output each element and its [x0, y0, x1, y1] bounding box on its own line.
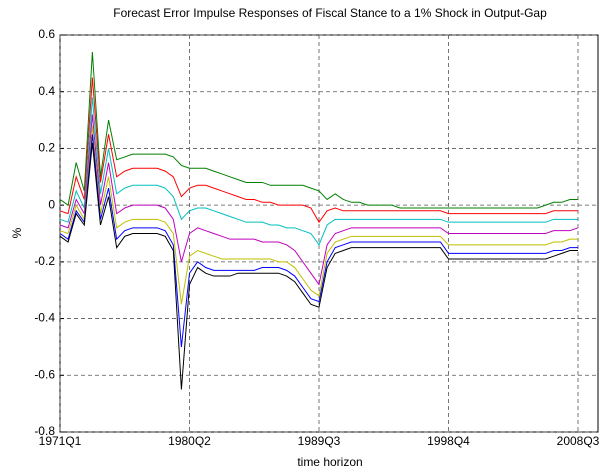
y-tick-label: -0.4	[34, 311, 55, 325]
y-tick-label: -0.2	[34, 254, 55, 268]
series-line	[59, 125, 578, 305]
x-tick-label: 1980Q2	[168, 434, 211, 448]
x-tick-label: 1998Q4	[427, 434, 470, 448]
x-axis-label: time horizon	[297, 455, 362, 469]
y-axis-label: %	[10, 227, 24, 238]
y-tick-label: -0.8	[34, 424, 55, 438]
series-line	[59, 134, 578, 347]
x-tick-label: 1989Q3	[298, 434, 341, 448]
y-tick-label: 0	[48, 197, 55, 211]
series-line	[59, 51, 578, 209]
y-tick-label: 0.4	[38, 84, 55, 98]
chart-title: Forecast Error Impulse Responses of Fisc…	[113, 6, 547, 20]
x-tick-label: 1971Q1	[39, 434, 82, 448]
series-line	[59, 77, 578, 224]
x-tick-label: 2008Q3	[557, 434, 600, 448]
y-tick-label: 0.6	[38, 27, 55, 41]
y-tick-label: 0.2	[38, 141, 55, 155]
y-tick-label: -0.6	[34, 367, 55, 381]
series-line	[59, 114, 579, 286]
series-line	[59, 142, 578, 390]
series-line	[59, 97, 578, 246]
